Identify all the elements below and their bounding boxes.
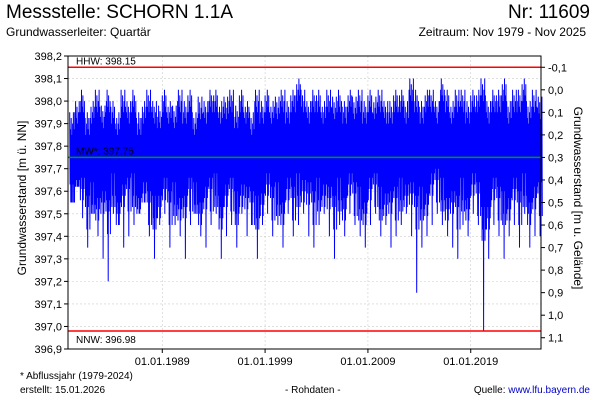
reference-line-label: MW*: 397.75 <box>76 146 134 157</box>
reference-line-label: HHW: 398.15 <box>76 56 136 67</box>
y-tick-label: 397,5 <box>34 209 62 221</box>
y2-tick-label: 0,2 <box>548 130 563 142</box>
source: Quelle: www.lfu.bayern.de <box>474 385 590 396</box>
y2-tick-label: 0,8 <box>548 265 563 277</box>
y2-tick-label: 0,0 <box>548 85 563 97</box>
y-tick-label: 397,3 <box>34 254 62 266</box>
footnote: * Abflussjahr (1979-2024) <box>20 371 133 382</box>
source-label: Quelle: <box>473 385 506 396</box>
y2-tick-label: 1,0 <box>548 310 563 322</box>
y2-tick-label: 0,6 <box>548 220 563 232</box>
station-number: Nr: 11609 <box>507 2 590 23</box>
created-date: erstellt: 15.01.2026 <box>20 385 106 396</box>
y2-tick-label: 0,7 <box>548 243 563 255</box>
aquifer-label: Grundwasserleiter: Quartär <box>6 25 151 39</box>
y2-tick-label: 1,1 <box>548 333 563 345</box>
y-tick-label: 397,7 <box>34 164 62 176</box>
plot-frame <box>67 55 542 350</box>
series-layer <box>69 78 543 332</box>
y-tick-label: 398,2 <box>34 51 62 63</box>
y-tick-label: 398,1 <box>34 74 62 86</box>
y2-tick-label: 0,1 <box>548 107 563 119</box>
axes: 398,2 398,1 398,0 397,9 397,8 397,7 397,6 397,5… <box>34 51 567 368</box>
y-tick-label: 398,0 <box>34 96 62 108</box>
reference-line-label: NNW: 396.98 <box>76 335 136 346</box>
data-type-label: - Rohdaten - <box>285 385 341 396</box>
y2-tick-label: 0,5 <box>548 198 563 210</box>
y-tick-label: 397,4 <box>34 231 62 243</box>
series-line <box>69 78 543 332</box>
y2-tick-label: 0,9 <box>548 288 563 300</box>
x-tick-label: 01.01.1989 <box>135 356 190 368</box>
y-tick-label: 397,9 <box>34 119 62 131</box>
y-tick-label: 397,1 <box>34 299 62 311</box>
y-axis-label: Grundwasserstand [m ü. NN] <box>15 121 29 276</box>
y2-tick-label: 0,3 <box>548 152 563 164</box>
y-tick-label: 397,2 <box>34 276 62 288</box>
y2-tick-label: -0,1 <box>548 62 567 74</box>
y2-axis-label: Grundwasserstand [m u. Gelände] <box>571 107 585 290</box>
y-tick-label: 397,8 <box>34 141 62 153</box>
page-title: Messstelle: SCHORN 1.1A <box>6 2 234 23</box>
y2-tick-label: 0,4 <box>548 175 563 187</box>
x-tick-label: 01.01.2019 <box>443 356 498 368</box>
period-label: Zeitraum: Nov 1979 - Nov 2025 <box>418 25 586 39</box>
y-tick-label: 396,9 <box>34 344 62 356</box>
y-tick-label: 397,6 <box>34 186 62 198</box>
x-tick-label: 01.01.1999 <box>238 356 293 368</box>
groundwater-chart: Grundwasserstand [m ü. NN] Grundwasserst… <box>15 51 585 368</box>
source-link[interactable]: www.lfu.bayern.de <box>508 385 590 396</box>
y-tick-label: 397,0 <box>34 321 62 333</box>
reference-lines: HHW: 398.15 MW*: 397.75 NNW: 396.98 <box>68 56 541 346</box>
x-tick-label: 01.01.2009 <box>340 356 395 368</box>
